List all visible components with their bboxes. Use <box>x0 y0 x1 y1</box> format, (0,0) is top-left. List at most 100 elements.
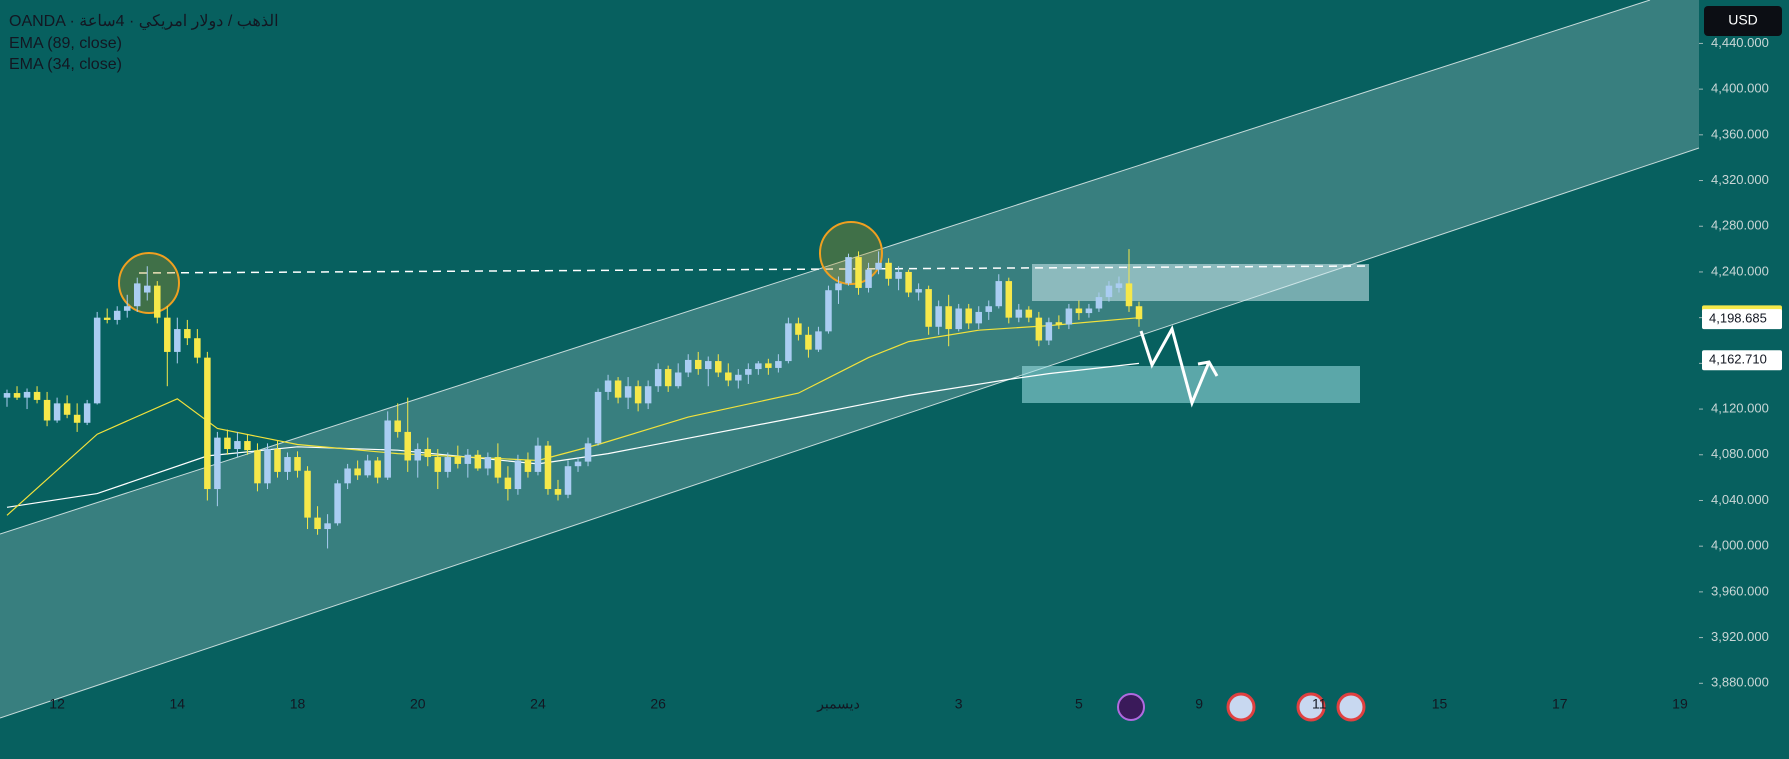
x-tick-label: 3 <box>955 696 963 712</box>
candle-body <box>324 523 331 530</box>
candle-body <box>1065 308 1073 325</box>
y-tick-label: 4,280.000 <box>1711 218 1769 233</box>
candle-body <box>404 431 411 461</box>
candle-body <box>284 457 291 472</box>
candle-body <box>174 329 181 352</box>
channel-lower <box>0 147 1700 719</box>
candle-body <box>454 457 462 464</box>
candle-body <box>895 271 902 279</box>
candle-body <box>644 386 652 404</box>
candle-body <box>584 443 592 462</box>
currency-button[interactable] <box>1704 6 1782 36</box>
arrow-head <box>1197 360 1219 377</box>
candle-body <box>664 369 672 387</box>
candle-body <box>314 517 321 530</box>
candle-body <box>905 271 912 293</box>
candle-body <box>224 437 231 450</box>
chart-title: OANDA · الذهب / دولار امريكي · 4ساعة <box>9 13 279 30</box>
y-tick-label: 3,920.000 <box>1711 629 1769 644</box>
channel-fill <box>0 0 1699 718</box>
candle-body <box>1105 285 1113 298</box>
y-tick-label: 4,360.000 <box>1711 126 1769 141</box>
candle-body <box>414 449 421 461</box>
x-tick-label: 18 <box>290 696 306 712</box>
high-circle <box>819 221 883 285</box>
candle-body <box>144 285 151 293</box>
price-label-box <box>1702 309 1782 330</box>
candle-body <box>494 457 502 478</box>
candle-body <box>103 317 111 320</box>
candle-body <box>955 308 962 330</box>
candle-body <box>995 281 1003 307</box>
candle-body <box>1045 322 1053 341</box>
candle-body <box>855 257 862 288</box>
candle-body <box>544 445 552 490</box>
candle-body <box>23 391 31 398</box>
event-icon[interactable] <box>1336 692 1366 722</box>
y-tick-label: 3,960.000 <box>1711 583 1769 598</box>
x-tick-label: 9 <box>1195 696 1203 712</box>
y-tick-label: 4,040.000 <box>1711 492 1769 507</box>
candle-body <box>554 489 562 495</box>
legend-entry: EMA (34, close) <box>9 56 122 73</box>
candle-body <box>194 338 201 358</box>
y-tick-label: 4,440.000 <box>1711 35 1769 50</box>
price-label: 4,162.710 <box>1709 352 1767 367</box>
event-icon[interactable] <box>1226 692 1256 722</box>
candle-body <box>133 283 141 307</box>
candle-body <box>684 359 692 373</box>
candle-body <box>1025 309 1033 318</box>
candle-body <box>214 437 221 490</box>
candle-body <box>915 289 922 293</box>
candle-body <box>274 449 281 472</box>
candle-body <box>1055 322 1063 325</box>
y-tick-label: 4,320.000 <box>1711 172 1769 187</box>
candle-body <box>634 386 642 404</box>
candle-body <box>865 269 872 288</box>
candle-body <box>334 483 341 524</box>
candle-body <box>374 460 381 478</box>
candle-body <box>13 393 21 398</box>
candle-body <box>835 283 842 291</box>
candle-body <box>464 454 472 464</box>
candle-body <box>985 306 993 312</box>
candle-body <box>113 310 121 320</box>
candle-body <box>825 290 832 332</box>
candle-body <box>294 457 301 471</box>
candle-body <box>614 380 622 398</box>
y-tick-label: 4,240.000 <box>1711 263 1769 278</box>
candle-body <box>63 403 71 415</box>
x-tick-label: 15 <box>1432 696 1448 712</box>
event-icon[interactable] <box>1296 692 1326 722</box>
candle-body <box>945 306 952 330</box>
candle-body <box>785 323 792 362</box>
candle-body <box>234 441 241 450</box>
candle-body <box>885 262 892 279</box>
price-label-box <box>1702 350 1782 371</box>
candle-body <box>1035 317 1043 341</box>
candle-body <box>3 393 11 398</box>
candle-body <box>925 289 932 327</box>
candle-body <box>1095 297 1103 309</box>
candle-body <box>594 391 602 444</box>
candle-body <box>654 369 662 387</box>
candle-body <box>434 457 442 472</box>
candle-body <box>725 372 732 381</box>
candle-body <box>514 460 522 490</box>
candle-body <box>444 457 452 472</box>
candle-body <box>715 361 722 373</box>
candle-body <box>344 468 351 484</box>
x-tick-label: 5 <box>1075 696 1083 712</box>
candle-body <box>264 449 271 484</box>
event-icon[interactable] <box>1117 693 1145 721</box>
candle-body <box>1135 306 1143 320</box>
candle-body <box>244 441 251 451</box>
candle-body <box>735 374 742 381</box>
x-tick-label: 17 <box>1552 696 1568 712</box>
candle-body <box>1125 283 1133 307</box>
x-tick-label: ديسمبر <box>816 696 860 713</box>
candle-body <box>1005 281 1013 318</box>
